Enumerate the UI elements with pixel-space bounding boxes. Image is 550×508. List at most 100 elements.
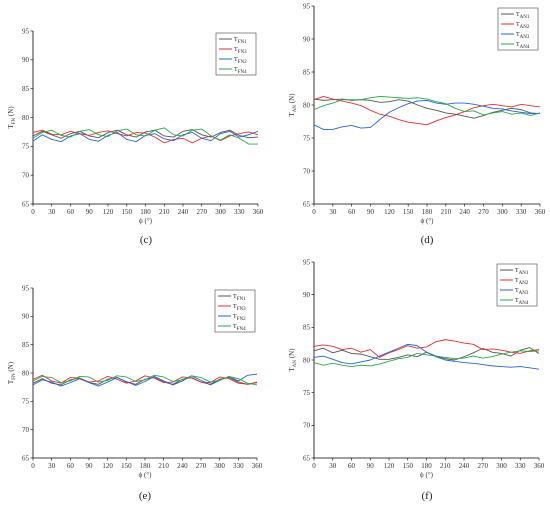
y-axis-label: TFN (N) — [7, 106, 17, 129]
legend-box — [497, 7, 539, 51]
x-tick-label: 30 — [48, 462, 56, 470]
legend-entry: TAN3 — [515, 288, 529, 296]
x-tick-label: 180 — [140, 462, 151, 470]
y-tick-label: 65 — [22, 454, 30, 462]
x-tick-label: 0 — [312, 462, 316, 470]
y-tick-label: 80 — [303, 101, 311, 109]
legend-entry: TAN1 — [515, 268, 529, 276]
y-tick-label: 80 — [303, 356, 311, 364]
y-tick-label: 75 — [303, 134, 311, 142]
series-line-t-an2 — [313, 95, 541, 126]
x-tick-label: 120 — [102, 462, 113, 470]
y-tick-label: 65 — [303, 200, 311, 208]
y-tick-label: 65 — [303, 454, 311, 462]
y-tick-label: 75 — [22, 143, 30, 151]
y-tick-label: 90 — [303, 291, 311, 299]
y-tick-label: 85 — [303, 68, 311, 76]
x-tick-label: 120 — [384, 208, 395, 216]
x-tick-label: 270 — [197, 208, 208, 216]
legend-entry: TFN1 — [234, 37, 247, 45]
legend-entry: TAN2 — [515, 278, 529, 286]
x-axis-label: ϕ (°) — [139, 217, 153, 225]
series-line-t-an4 — [313, 95, 541, 117]
chart-panel-f: 0 30 60 90 120 150 180 210 240 270 300 330 360 65 70 75… — [288, 258, 545, 502]
series-line-t-fn3 — [32, 374, 258, 385]
y-axis-label: TAN (N) — [288, 348, 298, 372]
x-tick-label: 180 — [422, 208, 433, 216]
x-tick-label: 360 — [535, 208, 546, 216]
legend-entry: TAN4 — [516, 42, 530, 50]
x-tick-label: 0 — [31, 462, 35, 470]
series-line-t-an4 — [313, 350, 540, 367]
y-tick-label: 65 — [22, 200, 30, 208]
series-line-t-an2 — [313, 339, 540, 358]
legend-entry: TAN3 — [516, 32, 530, 40]
panel-caption: (e) — [139, 490, 152, 502]
y-tick-label: 70 — [22, 172, 30, 180]
x-tick-label: 150 — [403, 462, 414, 470]
panel-caption: (c) — [140, 234, 153, 246]
y-tick-label: 90 — [22, 56, 30, 64]
series-line-t-an1 — [313, 98, 541, 119]
series-line-t-fn1 — [32, 377, 258, 386]
y-tick-label: 75 — [22, 398, 30, 406]
x-tick-label: 210 — [158, 462, 169, 470]
y-tick-label: 95 — [303, 258, 311, 266]
x-tick-label: 150 — [121, 462, 132, 470]
x-tick-label: 30 — [329, 462, 337, 470]
chart-panel-e: 0 30 60 90 120 150 180 210 240 270 300 330 360 65 70 75… — [7, 284, 263, 502]
x-tick-label: 300 — [497, 208, 508, 216]
y-tick-label: 75 — [303, 389, 311, 397]
x-tick-label: 210 — [440, 462, 451, 470]
series-line-t-fn3 — [32, 129, 259, 144]
y-axis-label: TFN (N) — [7, 361, 17, 384]
legend-entry: TFN4 — [233, 324, 246, 332]
x-tick-label: 270 — [196, 462, 207, 470]
x-tick-label: 240 — [177, 462, 188, 470]
x-tick-label: 300 — [214, 462, 225, 470]
x-tick-label: 360 — [252, 462, 263, 470]
x-tick-label: 60 — [348, 208, 356, 216]
x-tick-label: 360 — [253, 208, 264, 216]
x-tick-label: 330 — [233, 462, 244, 470]
y-tick-label: 85 — [22, 341, 30, 349]
legend: TAN1 TAN2 TAN3 TAN4 — [497, 7, 539, 51]
x-axis-label: ϕ (°) — [139, 471, 153, 479]
x-tick-label: 330 — [234, 208, 245, 216]
x-tick-label: 300 — [496, 462, 507, 470]
x-tick-label: 0 — [312, 208, 316, 216]
y-tick-label: 95 — [22, 284, 30, 292]
legend-box — [496, 263, 538, 307]
x-tick-label: 330 — [516, 208, 527, 216]
chart-panel-d: 0 30 60 90 120 150 180 210 240 270 300 330 360 65 70 75… — [288, 2, 546, 246]
x-tick-label: 120 — [103, 208, 114, 216]
y-tick-label: 90 — [303, 35, 311, 43]
x-tick-label: 90 — [86, 208, 94, 216]
series-line-t-fn2 — [32, 130, 259, 143]
legend-entry: TFN3 — [233, 304, 246, 312]
y-tick-label: 85 — [22, 85, 30, 93]
x-tick-label: 180 — [421, 462, 432, 470]
y-tick-label: 80 — [22, 369, 30, 377]
legend-entry: TAN4 — [515, 298, 529, 306]
legend-box — [214, 289, 256, 333]
y-tick-label: 80 — [22, 114, 30, 122]
legend-entry: TAN1 — [516, 12, 530, 20]
x-tick-label: 30 — [48, 208, 56, 216]
x-axis-label: ϕ (°) — [420, 471, 434, 479]
legend-entry: TFN4 — [234, 67, 247, 75]
panel-caption: (d) — [421, 234, 434, 246]
x-tick-label: 150 — [122, 208, 133, 216]
x-tick-label: 120 — [384, 462, 395, 470]
y-tick-label: 85 — [303, 324, 311, 332]
x-tick-label: 90 — [367, 208, 375, 216]
x-tick-label: 60 — [67, 208, 75, 216]
y-tick-label: 95 — [303, 2, 311, 10]
y-tick-label: 70 — [303, 422, 311, 430]
y-tick-label: 95 — [22, 27, 30, 35]
x-tick-label: 90 — [86, 462, 94, 470]
y-axis-label: TAN (N) — [288, 93, 298, 117]
y-tick-label: 70 — [303, 167, 311, 175]
x-tick-label: 0 — [31, 208, 35, 216]
